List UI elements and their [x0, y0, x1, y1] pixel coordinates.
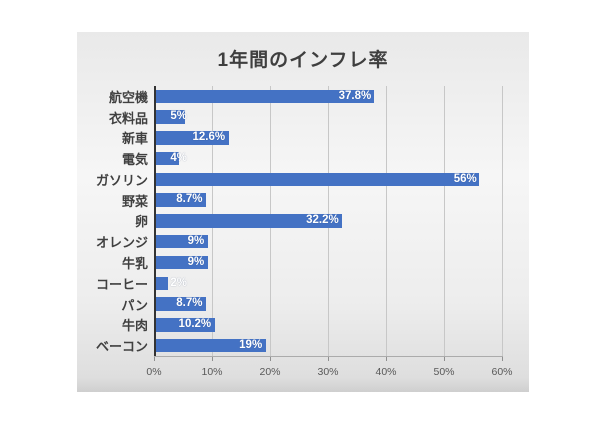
- bar-value-label: 32.2%: [306, 214, 339, 227]
- category-label: ベーコン: [95, 339, 148, 355]
- bar: [156, 338, 266, 353]
- chart-row: ガソリン 56%: [77, 169, 502, 190]
- bar-track: 12.6%: [156, 131, 502, 145]
- chart-row: 新車 12.6%: [77, 128, 502, 149]
- bar: [156, 276, 168, 291]
- bar-value-label: 9%: [187, 255, 205, 268]
- bar-track: 37.8%: [156, 89, 502, 104]
- bar-track: 2%: [156, 276, 502, 291]
- gridline: [386, 86, 387, 356]
- x-axis-tick-mark: [212, 357, 213, 361]
- gridline: [444, 86, 445, 356]
- chart-row: パン 8.7%: [77, 294, 502, 315]
- bar-track: 4%: [156, 151, 502, 166]
- bar-track: 10.2%: [156, 318, 502, 332]
- bar: [156, 131, 229, 145]
- chart-row: オレンジ 9%: [77, 231, 502, 252]
- category-label: 牛乳: [121, 256, 148, 271]
- chart-row: 牛肉 10.2%: [77, 314, 502, 335]
- x-axis-tick-mark: [502, 357, 503, 361]
- chart-row: 野菜 8.7%: [77, 190, 502, 211]
- bar: [156, 297, 207, 311]
- x-axis-tick-label: 10%: [201, 366, 223, 378]
- chart-card: 1年間のインフレ率 0% 10% 20% 30% 40% 50% 60% 航空機 37.8% 衣…: [77, 32, 529, 392]
- chart-title: 1年間のインフレ率: [217, 50, 389, 71]
- bar-track: 9%: [156, 255, 502, 270]
- bar-track: 8.7%: [156, 297, 502, 311]
- category-label: 卵: [134, 214, 148, 230]
- bar-track: 19%: [156, 338, 502, 353]
- x-axis-tick-mark: [154, 357, 155, 361]
- x-axis-tick-mark: [328, 357, 329, 361]
- category-label: コーヒー: [95, 276, 148, 292]
- bar-track: 5%: [156, 110, 502, 124]
- x-axis-tick-label: 30%: [317, 366, 339, 378]
- x-axis-tick-mark: [386, 357, 387, 361]
- bars-container: 航空機 37.8% 衣料品 5% 新車 12.6% 電気 4% ガソリン 56% 野菜 8.7% 卵 32…: [77, 86, 502, 356]
- chart-row: 電気 4%: [77, 148, 502, 169]
- category-label: 電気: [121, 152, 148, 168]
- category-label: 新車: [121, 131, 148, 147]
- bar-track: 9%: [156, 234, 502, 249]
- bar: [156, 110, 185, 124]
- chart-row: コーヒー 2%: [77, 273, 502, 294]
- bar-value-label: 12.6%: [192, 131, 226, 144]
- bar-value-label: 4%: [170, 151, 187, 164]
- bar: [156, 151, 180, 166]
- bar-value-label: 8.7%: [176, 297, 203, 310]
- bar: [156, 172, 479, 187]
- bar-value-label: 2%: [170, 276, 187, 289]
- bar-track: 32.2%: [156, 214, 502, 228]
- category-label: オレンジ: [95, 235, 148, 251]
- x-axis-tick-label: 0%: [146, 366, 162, 378]
- category-label: 衣料品: [108, 110, 148, 126]
- category-label: ガソリン: [95, 172, 148, 188]
- bar-value-label: 5%: [170, 110, 187, 123]
- category-label: パン: [121, 297, 148, 313]
- x-axis-tick-label: 20%: [259, 366, 281, 378]
- bar: [156, 255, 208, 270]
- x-axis-tick-label: 50%: [433, 366, 455, 378]
- x-axis-tick-mark: [270, 357, 271, 361]
- bar-value-label: 19%: [239, 338, 263, 351]
- category-label: 航空機: [108, 89, 148, 105]
- category-label: 野菜: [121, 193, 148, 209]
- bar: [156, 193, 207, 207]
- x-axis-tick-mark: [444, 357, 445, 361]
- bar-value-label: 37.8%: [338, 89, 372, 102]
- category-label: 牛肉: [121, 318, 148, 334]
- x-axis-tick-label: 40%: [375, 366, 397, 378]
- x-axis-line: [154, 356, 503, 357]
- y-axis-line: [154, 86, 156, 357]
- bar: [156, 214, 342, 228]
- gridline: [502, 86, 503, 356]
- bar-track: 56%: [156, 172, 502, 187]
- bar: [156, 89, 374, 104]
- chart-row: 牛乳 9%: [77, 252, 502, 273]
- bar-value-label: 10.2%: [178, 318, 212, 331]
- bar-value-label: 9%: [187, 234, 205, 247]
- chart-row: 航空機 37.8%: [77, 86, 502, 107]
- bar: [156, 318, 215, 332]
- bar-value-label: 56%: [453, 172, 477, 185]
- chart-row: 衣料品 5%: [77, 107, 502, 128]
- bar: [156, 234, 208, 249]
- chart-row: ベーコン 19%: [77, 335, 502, 356]
- x-axis-tick-label: 60%: [491, 366, 513, 378]
- bar-track: 8.7%: [156, 193, 502, 207]
- bar-value-label: 8.7%: [176, 193, 203, 206]
- chart-row: 卵 32.2%: [77, 211, 502, 232]
